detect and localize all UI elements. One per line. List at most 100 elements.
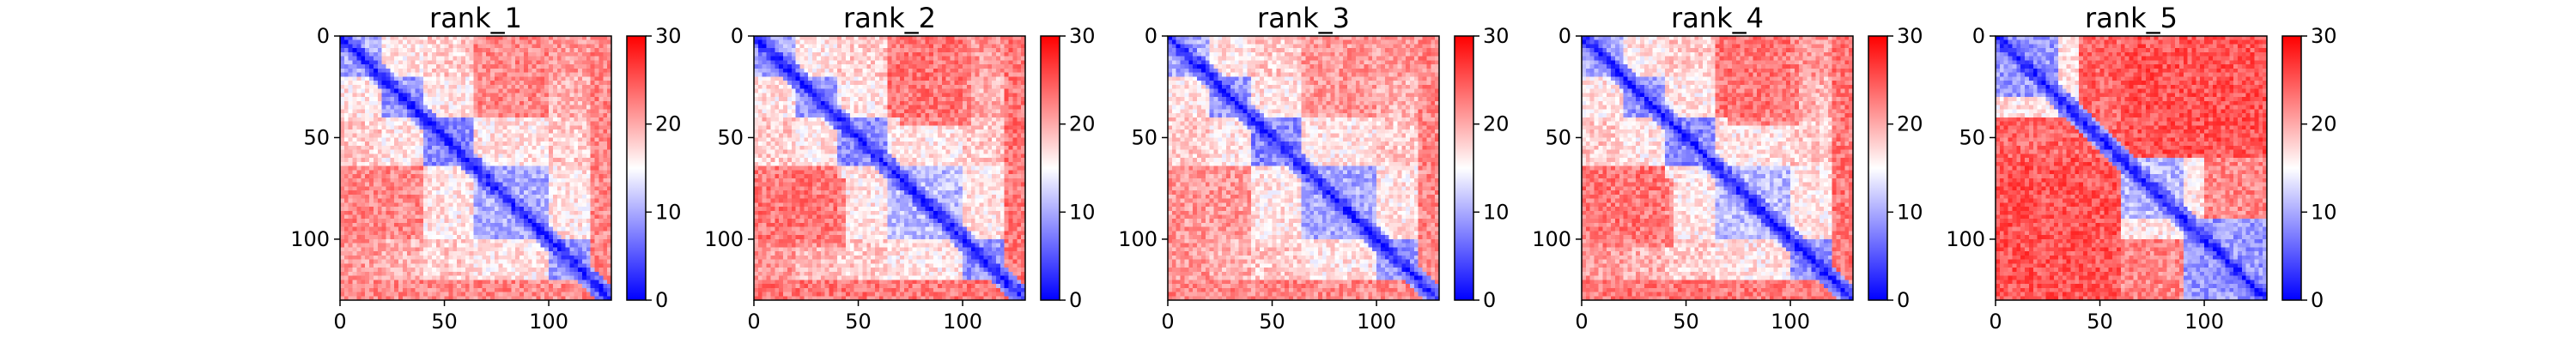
heatmap-cell — [415, 231, 420, 236]
heatmap-cell — [574, 296, 579, 301]
heatmap-cell — [440, 72, 446, 77]
heatmap-cell — [527, 280, 533, 285]
heatmap-cell — [410, 117, 416, 123]
heatmap-cell — [486, 125, 491, 130]
heatmap-cell — [453, 149, 458, 155]
heatmap-cell — [477, 44, 483, 49]
heatmap-cell — [590, 296, 596, 301]
heatmap-cell — [448, 190, 453, 196]
heatmap-cell — [498, 259, 504, 264]
heatmap-cell — [440, 174, 446, 179]
heatmap-cell — [460, 84, 466, 90]
heatmap-cell — [444, 158, 449, 163]
heatmap-cell — [916, 72, 922, 77]
heatmap-cell — [594, 174, 600, 179]
heatmap-cell — [440, 271, 446, 277]
heatmap-cell — [1004, 36, 1010, 41]
heatmap-cell — [415, 207, 420, 212]
heatmap-cell — [854, 72, 860, 77]
heatmap-cell — [361, 268, 366, 273]
heatmap-cell — [515, 84, 520, 90]
heatmap-cell — [540, 222, 545, 228]
heatmap-cell — [829, 51, 834, 57]
heatmap-cell — [519, 149, 525, 155]
heatmap-cell — [549, 105, 554, 110]
heatmap-cell — [448, 39, 453, 45]
heatmap-cell — [849, 36, 855, 41]
heatmap-cell — [511, 109, 516, 114]
heatmap-cell — [448, 263, 453, 268]
heatmap-cell — [908, 60, 914, 65]
heatmap-cell — [365, 238, 370, 244]
heatmap-cell — [369, 129, 374, 135]
heatmap-cell — [453, 194, 458, 200]
heatmap-cell — [607, 36, 612, 41]
heatmap-cell — [523, 145, 529, 151]
heatmap-cell — [348, 263, 354, 268]
heatmap-cell — [556, 137, 562, 142]
heatmap-cell — [486, 219, 491, 224]
heatmap-cell — [552, 145, 558, 151]
heatmap-cell — [837, 39, 842, 45]
heatmap-cell — [415, 238, 420, 244]
heatmap-cell — [586, 296, 592, 301]
heatmap-cell — [607, 68, 612, 74]
heatmap-cell — [343, 44, 349, 49]
heatmap-cell — [511, 97, 516, 102]
heatmap-cell — [519, 222, 525, 228]
heatmap-cell — [581, 48, 587, 53]
heatmap-cell — [423, 149, 428, 155]
heatmap-cell — [502, 263, 508, 268]
heatmap-cell — [490, 243, 495, 248]
heatmap-cell — [586, 238, 592, 244]
heatmap-cell — [435, 36, 441, 41]
heatmap-cell — [1017, 36, 1022, 41]
heatmap-cell — [569, 125, 574, 130]
heatmap-cell — [954, 39, 959, 45]
heatmap-cell — [603, 129, 608, 135]
heatmap-cell — [469, 100, 475, 106]
heatmap-cell — [552, 44, 558, 49]
heatmap-cell — [829, 72, 834, 77]
heatmap-cell — [498, 165, 504, 171]
heatmap-cell — [448, 113, 453, 118]
heatmap-cell — [465, 284, 471, 289]
heatmap-cell — [365, 153, 370, 159]
heatmap-cell — [871, 68, 876, 74]
heatmap-cell — [486, 100, 491, 106]
heatmap-cell — [410, 222, 416, 228]
heatmap-cell — [406, 194, 412, 200]
heatmap-cell — [348, 226, 354, 232]
heatmap-cell — [473, 129, 479, 135]
heatmap-cell — [477, 178, 483, 184]
heatmap-cell — [540, 161, 545, 167]
heatmap-cell — [453, 72, 458, 77]
heatmap-cell — [431, 165, 437, 171]
heatmap-cell — [453, 39, 458, 45]
heatmap-cell — [431, 137, 437, 142]
heatmap-cell — [519, 251, 525, 256]
heatmap-cell — [343, 178, 349, 184]
colorbar-tick-label: 10 — [655, 200, 682, 224]
heatmap-cell — [920, 44, 926, 49]
heatmap-cell — [381, 178, 387, 184]
heatmap-cell — [866, 56, 872, 62]
heatmap-cell — [578, 60, 583, 65]
heatmap-cell — [544, 60, 550, 65]
heatmap-cell — [586, 141, 592, 147]
heatmap-cell — [444, 251, 449, 256]
heatmap-cell — [431, 247, 437, 252]
heatmap-cell — [402, 231, 408, 236]
heatmap-cell — [540, 259, 545, 264]
heatmap-cell — [532, 68, 538, 74]
heatmap-cell — [402, 238, 408, 244]
heatmap-cell — [569, 100, 574, 106]
heatmap-cell — [390, 280, 395, 285]
heatmap-cell — [343, 238, 349, 244]
heatmap-cell — [561, 39, 567, 45]
heatmap-cell — [356, 141, 361, 147]
heatmap-cell — [549, 296, 554, 301]
heatmap-cell — [460, 296, 466, 301]
heatmap-cell — [406, 56, 412, 62]
heatmap-cell — [377, 275, 383, 280]
